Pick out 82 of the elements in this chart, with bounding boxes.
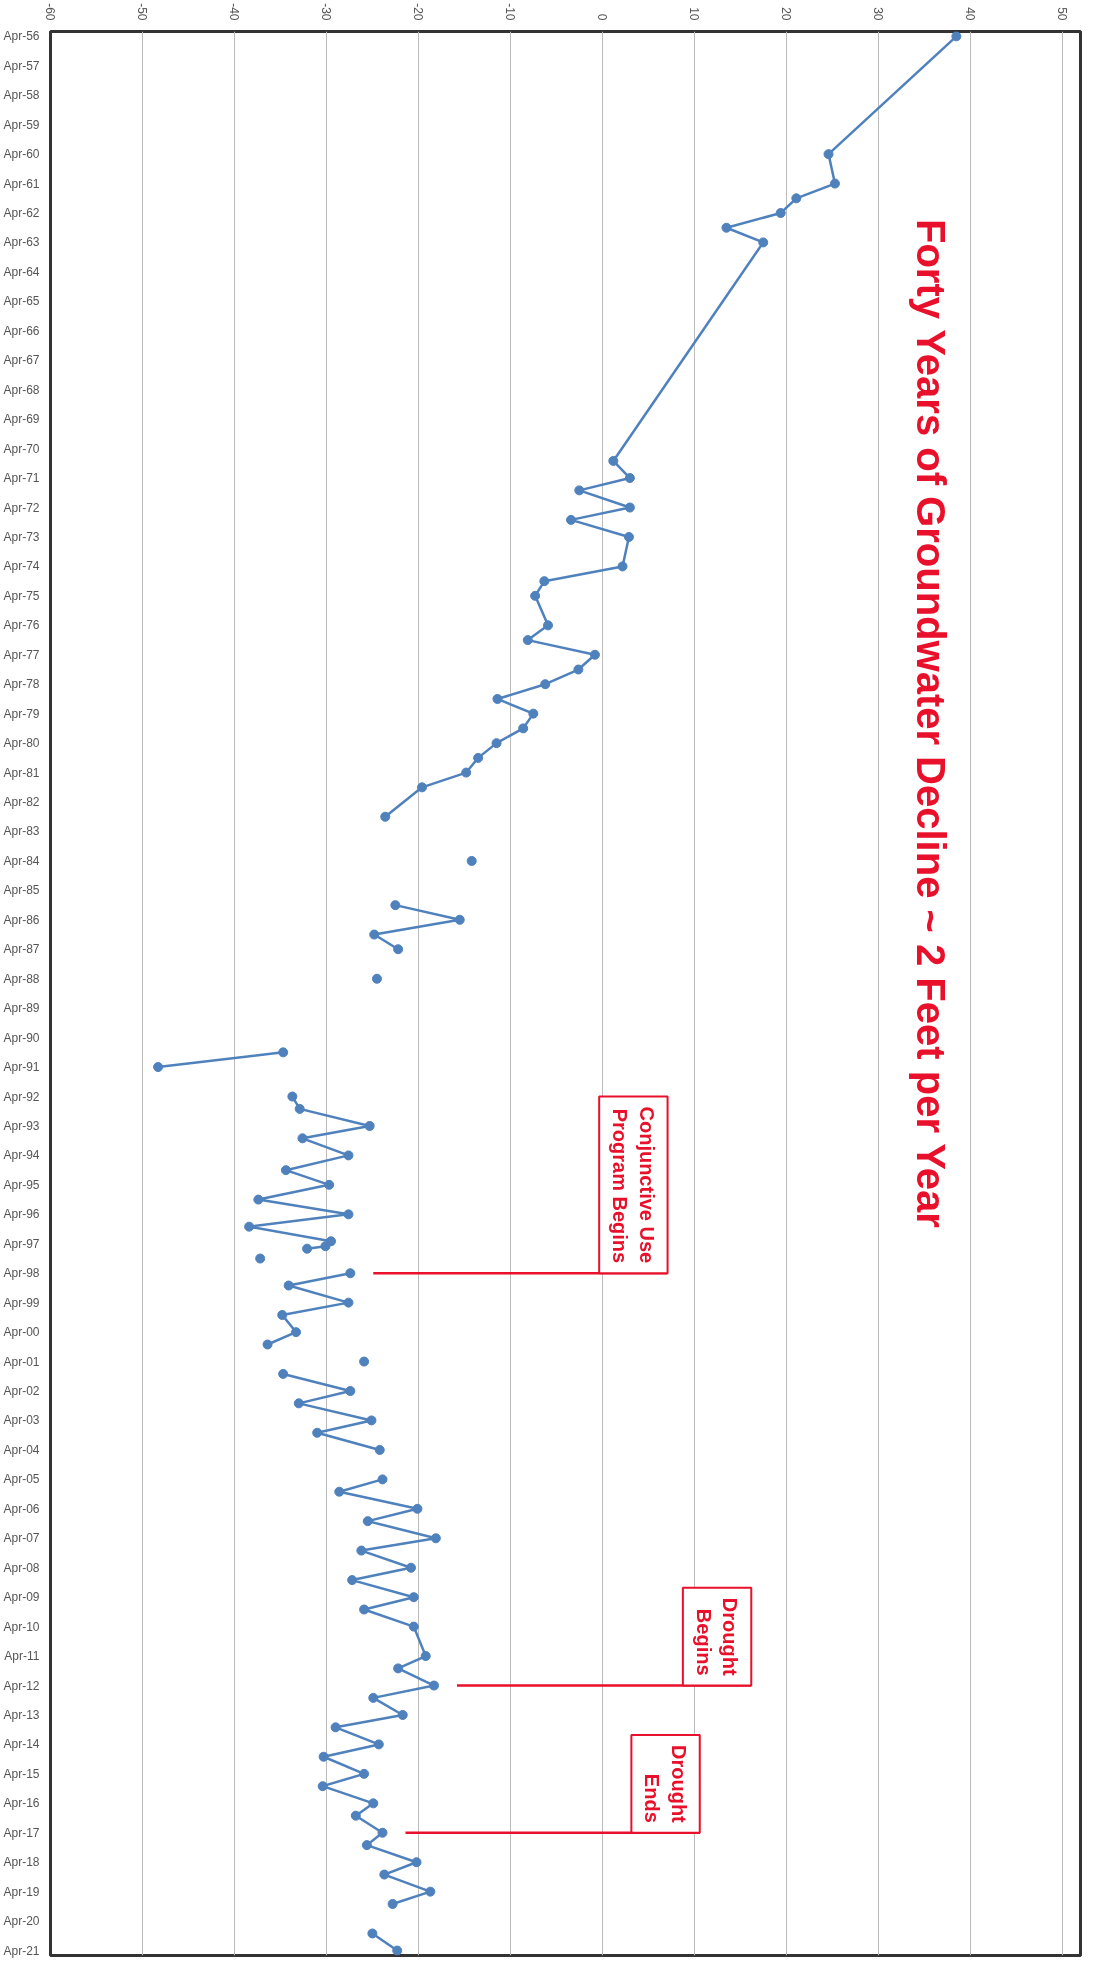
y-tick-label: Apr-17 (3, 1825, 40, 1840)
y-tick-label: Apr-11 (4, 1649, 40, 1664)
y-tick-label: Apr-97 (3, 1236, 40, 1251)
y-tick-label: Apr-73 (3, 529, 40, 544)
y-tick-label: Apr-05 (3, 1472, 40, 1487)
y-tick-label: Apr-80 (3, 736, 40, 751)
x-tick-label: -30 (318, 3, 333, 21)
y-tick-label: Apr-79 (3, 706, 40, 721)
y-tick-label: Apr-90 (3, 1030, 40, 1045)
y-tick-label: Apr-16 (3, 1796, 40, 1811)
x-tick-label: 0 (594, 13, 609, 21)
ref-line-label: Drought Begins (692, 1597, 742, 1676)
x-tick-label: -60 (43, 3, 57, 21)
y-tick-label: Apr-66 (3, 323, 40, 338)
y-tick-label: Apr-74 (3, 559, 40, 574)
y-tick-label: Apr-78 (3, 677, 40, 692)
y-tick-label: Apr-72 (3, 500, 40, 515)
x-tick-label: -20 (410, 3, 425, 21)
y-tick-label: Apr-10 (3, 1619, 40, 1634)
y-tick-label: Apr-67 (3, 353, 40, 368)
y-tick-label: Apr-88 (3, 971, 40, 986)
y-tick-label: Apr-98 (3, 1266, 40, 1281)
y-tick-label: Apr-21 (3, 1943, 40, 1958)
x-tick-label: 30 (870, 7, 885, 21)
y-tick-label: Apr-65 (3, 294, 40, 309)
y-tick-label: Apr-14 (3, 1737, 40, 1752)
y-tick-label: Apr-81 (3, 765, 40, 780)
y-tick-label: Apr-03 (3, 1413, 40, 1428)
y-tick-label: Apr-99 (3, 1295, 40, 1310)
y-tick-label: Apr-84 (3, 853, 40, 868)
y-tick-label: Apr-85 (3, 883, 40, 898)
y-tick-label: Apr-63 (3, 235, 40, 250)
y-tick-label: Apr-19 (3, 1884, 40, 1899)
y-tick-label: Apr-15 (3, 1766, 40, 1781)
y-tick-label: Apr-83 (3, 824, 40, 839)
y-tick-label: Apr-04 (3, 1442, 40, 1457)
x-tick-label: -10 (502, 3, 517, 21)
y-tick-label: Apr-64 (3, 264, 40, 279)
y-tick-label: Apr-70 (3, 441, 40, 456)
y-tick-label: Apr-77 (3, 647, 40, 662)
y-tick-label: Apr-57 (3, 58, 40, 73)
x-tick-label: -50 (134, 3, 149, 21)
ref-line-label: Conjunctive Use Program Begins (609, 1106, 658, 1264)
y-tick-label: Apr-06 (3, 1501, 40, 1516)
y-tick-label: Apr-08 (3, 1560, 40, 1575)
y-tick-label: Apr-96 (3, 1207, 40, 1222)
y-tick-label: Apr-02 (3, 1384, 40, 1399)
text: Forty Years of Groundwater Decline ~ 2 Feet per Year (909, 218, 954, 1228)
x-tick-label: 10 (686, 7, 701, 21)
y-tick-label: Apr-89 (3, 1001, 40, 1016)
y-tick-label: Apr-18 (3, 1855, 40, 1870)
y-tick-label: Apr-82 (3, 795, 40, 809)
y-tick-label: Apr-95 (3, 1177, 40, 1192)
ref-line-label: Drought Ends (641, 1745, 690, 1824)
y-tick-label: Apr-01 (3, 1354, 40, 1369)
y-tick-label: Apr-93 (3, 1118, 40, 1133)
y-tick-label: Apr-07 (3, 1531, 40, 1546)
y-tick-label: Apr-91 (3, 1060, 40, 1075)
y-tick-label: Apr-00 (3, 1325, 40, 1340)
y-tick-label: Apr-86 (3, 912, 40, 927)
y-tick-label: Apr-62 (3, 206, 40, 220)
y-tick-label: Apr-75 (3, 588, 40, 603)
y-tick-label: Apr-68 (3, 382, 40, 397)
y-tick-label: Apr-13 (3, 1707, 40, 1722)
y-tick-label: Apr-87 (3, 942, 40, 957)
x-tick-label: 50 (1054, 7, 1069, 21)
x-tick-label: -40 (226, 3, 241, 21)
y-tick-label: Apr-56 (3, 29, 40, 44)
y-tick-label: Apr-94 (3, 1148, 40, 1163)
y-tick-label: Apr-20 (3, 1914, 40, 1929)
y-tick-label: Apr-12 (3, 1678, 40, 1693)
y-tick-label: Apr-58 (3, 88, 40, 103)
x-tick-label: 20 (778, 7, 793, 21)
y-tick-label: Apr-69 (3, 412, 40, 427)
y-tick-label: Apr-76 (3, 618, 40, 633)
y-tick-label: Apr-09 (3, 1590, 40, 1605)
y-tick-label: Apr-60 (3, 147, 40, 162)
y-tick-label: Apr-59 (3, 117, 40, 132)
y-tick-label: Apr-61 (3, 176, 40, 191)
y-tick-label: Apr-92 (3, 1089, 40, 1104)
y-tick-label: Apr-71 (3, 471, 40, 486)
x-tick-label: 40 (962, 7, 977, 21)
